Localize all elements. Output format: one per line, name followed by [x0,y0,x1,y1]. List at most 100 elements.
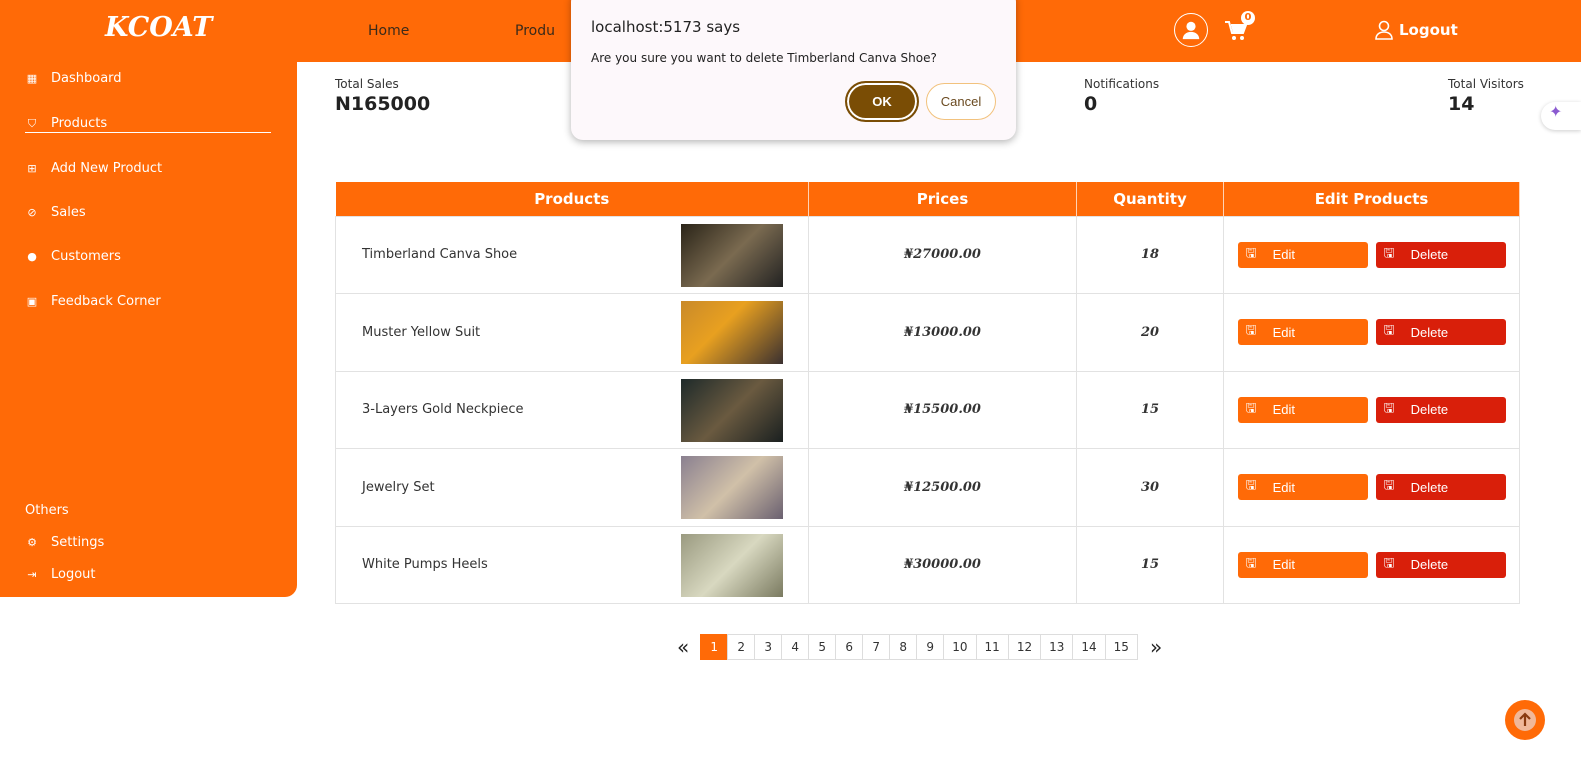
save-icon: 🖫︎ [1245,322,1257,338]
page-button[interactable]: 1 [700,634,729,660]
delete-label: Delete [1410,479,1449,495]
nav-products[interactable]: Produ [515,23,555,39]
edit-button[interactable]: 🖫︎ Edit [1237,241,1368,268]
scroll-to-top-button[interactable] [1505,700,1545,740]
price-cell: ₦12500.00 [808,448,1077,527]
quantity-cell: 18 [1076,215,1224,294]
product-cell: White Pumps Heels [335,525,809,604]
stat-value: 14 [1448,93,1475,115]
cancel-button[interactable]: Cancel [926,83,996,120]
product-name: Timberland Canva Shoe [362,247,518,263]
sidebar-item-products[interactable]: ⛉ Products [25,116,107,131]
table-row: White Pumps Heels ₦30000.00 15 🖫︎ Edit 🖫︎ D… [335,525,1520,604]
others-heading: Others [25,503,69,518]
delete-button[interactable]: 🖫︎ Delete [1375,396,1506,423]
page-button[interactable]: 7 [862,634,891,660]
delete-button[interactable]: 🖫︎ Delete [1375,319,1506,346]
sidebar-item-logout[interactable]: ⇥ Logout [25,567,95,582]
delete-button[interactable]: 🖫︎ Delete [1375,474,1506,501]
stat-value: N165000 [335,93,431,115]
page-button[interactable]: 4 [781,634,810,660]
feedback-icon: ▣ [26,295,38,308]
save-icon: 🖫︎ [1383,244,1395,260]
page-button[interactable]: 13 [1040,634,1074,660]
stat-label: Total Visitors [1448,77,1524,91]
page-button[interactable]: 15 [1104,634,1138,660]
actions-cell: 🖫︎ Edit 🖫︎ Delete [1223,448,1520,527]
col-edit-products: Edit Products [1223,182,1520,216]
bag-icon: ⛉ [27,116,37,130]
actions-cell: 🖫︎ Edit 🖫︎ Delete [1223,525,1520,604]
price-cell: ₦15500.00 [808,370,1077,449]
cart-icon[interactable] [1224,20,1248,42]
delete-button[interactable]: 🖫︎ Delete [1375,241,1506,268]
page-button[interactable]: 12 [1007,634,1042,660]
nav-home[interactable]: Home [368,23,410,39]
ok-button[interactable]: OK [845,81,919,122]
logout-icon: ⇥ [27,568,37,581]
pagination: «1 2 3 4 5 6 7 8 9 10 11 12 13 14 15» [665,634,1174,660]
sidebar-item-settings[interactable]: ⚙ Settings [25,535,104,550]
edit-button[interactable]: 🖫︎ Edit [1237,474,1368,501]
sidebar-item-customers[interactable]: ● Customers [25,249,121,264]
dialog-message: Are you sure you want to delete Timberla… [591,51,937,65]
edit-button[interactable]: 🖫︎ Edit [1237,396,1368,423]
actions-cell: 🖫︎ Edit 🖫︎ Delete [1223,370,1520,449]
logo[interactable]: KCOAT [105,12,213,43]
product-image [681,301,783,364]
confirm-dialog: localhost:5173 says Are you sure you wan… [571,0,1016,140]
product-image [681,378,783,442]
col-prices: Prices [808,182,1077,216]
page-button[interactable]: 11 [975,634,1009,660]
edit-label: Edit [1272,247,1295,263]
sidebar-item-add-new-product[interactable]: ⊞ Add New Product [25,161,162,176]
profile-icon[interactable] [1174,13,1208,47]
stat-label: Total Sales [335,77,399,91]
product-image [681,456,783,519]
edit-label: Edit [1272,324,1295,340]
page-button[interactable]: 3 [754,634,783,660]
user-icon: ● [27,250,37,263]
sidebar-label: Settings [51,535,105,550]
page-button[interactable]: 6 [835,634,864,660]
sidebar-label: Sales [51,205,86,220]
dialog-title: localhost:5173 says [591,18,741,36]
save-icon: 🖫︎ [1245,477,1257,493]
quantity-cell: 20 [1076,293,1224,372]
add-icon: ⊞ [27,162,37,175]
page-button[interactable]: 10 [943,634,977,660]
price-cell: ₦27000.00 [808,215,1077,294]
sidebar-item-dashboard[interactable]: ▦ Dashboard [25,71,122,86]
sidebar-item-feedback[interactable]: ▣ Feedback Corner [25,294,161,309]
next-page-button[interactable]: » [1149,635,1163,659]
edit-button[interactable]: 🖫︎ Edit [1237,319,1368,346]
save-icon: 🖫︎ [1245,399,1257,415]
sparkle-icon[interactable]: ✦ [1541,102,1581,130]
product-name: White Pumps Heels [362,557,488,573]
delete-button[interactable]: 🖫︎ Delete [1375,551,1506,578]
product-image [681,223,783,287]
sidebar-item-sales[interactable]: ⊘ Sales [25,205,86,220]
logout-label: Logout [1399,21,1458,39]
page-button[interactable]: 2 [727,634,756,660]
save-icon: 🖫︎ [1383,399,1395,415]
user-outline-icon [1375,20,1393,40]
logout-link[interactable]: Logout [1375,20,1458,40]
quantity-cell: 15 [1076,370,1224,449]
table-row: Timberland Canva Shoe ₦27000.00 18 🖫︎ Edi… [335,215,1520,294]
product-cell: Timberland Canva Shoe [335,215,809,294]
page-button[interactable]: 8 [889,634,918,660]
save-icon: 🖫︎ [1383,554,1395,570]
prev-page-button[interactable]: « [677,635,690,659]
save-icon: 🖫︎ [1245,554,1257,570]
product-cell: Muster Yellow Suit [335,293,809,372]
cart-count-badge: 0 [1241,11,1255,25]
product-cell: 3-Layers Gold Neckpiece [335,370,809,449]
edit-button[interactable]: 🖫︎ Edit [1237,551,1368,578]
sales-icon: ⊘ [27,206,37,219]
page-button[interactable]: 9 [916,634,945,660]
page-button[interactable]: 14 [1072,634,1106,660]
gear-icon: ⚙ [27,536,37,549]
page-button[interactable]: 5 [808,634,837,660]
dashboard-icon: ▦ [26,72,38,85]
